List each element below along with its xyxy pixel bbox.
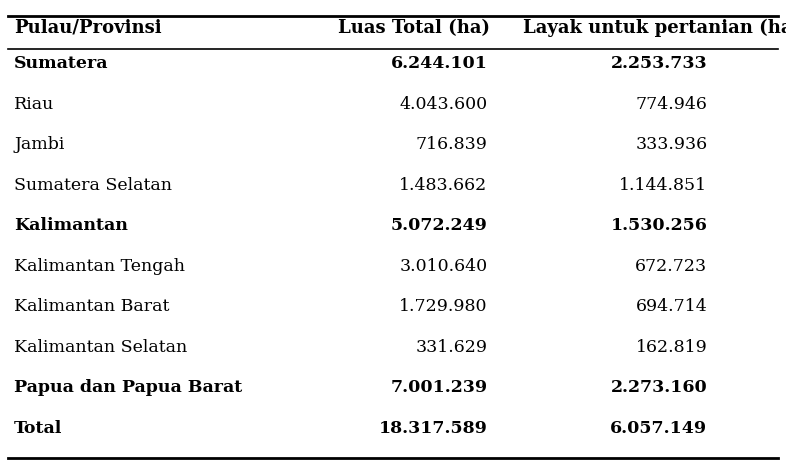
Text: 1.729.980: 1.729.980 <box>399 298 487 315</box>
Text: 3.010.640: 3.010.640 <box>399 258 487 274</box>
Text: Luas Total (ha): Luas Total (ha) <box>338 19 490 37</box>
Text: Kalimantan Selatan: Kalimantan Selatan <box>14 339 187 356</box>
Text: 7.001.239: 7.001.239 <box>390 379 487 396</box>
Text: Kalimantan Tengah: Kalimantan Tengah <box>14 258 185 274</box>
Text: 2.253.733: 2.253.733 <box>611 55 707 72</box>
Text: Sumatera: Sumatera <box>14 55 108 72</box>
Text: 5.072.249: 5.072.249 <box>391 217 487 234</box>
Text: 18.317.589: 18.317.589 <box>378 420 487 437</box>
Text: 2.273.160: 2.273.160 <box>611 379 707 396</box>
Text: 1.530.256: 1.530.256 <box>611 217 707 234</box>
Text: 331.629: 331.629 <box>415 339 487 356</box>
Text: Riau: Riau <box>14 96 54 112</box>
Text: 774.946: 774.946 <box>636 96 707 112</box>
Text: 333.936: 333.936 <box>635 136 707 153</box>
Text: Kalimantan: Kalimantan <box>14 217 128 234</box>
Text: Layak untuk pertanian (ha): Layak untuk pertanian (ha) <box>523 19 786 37</box>
Text: 1.144.851: 1.144.851 <box>619 177 707 193</box>
Text: Kalimantan Barat: Kalimantan Barat <box>14 298 170 315</box>
Text: Sumatera Selatan: Sumatera Selatan <box>14 177 172 193</box>
Text: 162.819: 162.819 <box>636 339 707 356</box>
Text: Total: Total <box>14 420 63 437</box>
Text: 4.043.600: 4.043.600 <box>399 96 487 112</box>
Text: 6.244.101: 6.244.101 <box>391 55 487 72</box>
Text: 694.714: 694.714 <box>636 298 707 315</box>
Text: Papua dan Papua Barat: Papua dan Papua Barat <box>14 379 242 396</box>
Text: 1.483.662: 1.483.662 <box>399 177 487 193</box>
Text: 716.839: 716.839 <box>416 136 487 153</box>
Text: 672.723: 672.723 <box>635 258 707 274</box>
Text: Jambi: Jambi <box>14 136 64 153</box>
Text: 6.057.149: 6.057.149 <box>610 420 707 437</box>
Text: Pulau/Provinsi: Pulau/Provinsi <box>14 19 162 37</box>
